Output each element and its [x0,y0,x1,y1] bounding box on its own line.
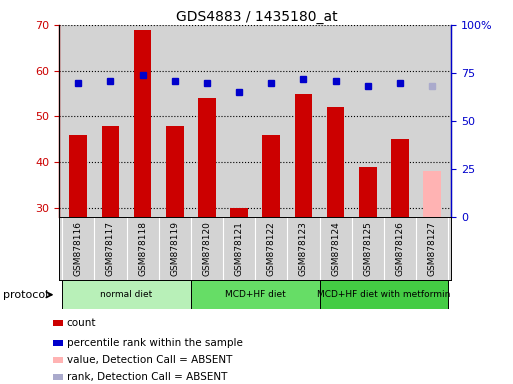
Text: normal diet: normal diet [101,290,153,299]
Text: GDS4883 / 1435180_at: GDS4883 / 1435180_at [175,10,338,23]
Text: MCD+HF diet: MCD+HF diet [225,290,286,299]
Text: GSM878116: GSM878116 [74,221,83,276]
Text: GSM878120: GSM878120 [203,221,211,276]
Text: value, Detection Call = ABSENT: value, Detection Call = ABSENT [67,355,232,365]
Bar [102,126,120,217]
Text: GSM878117: GSM878117 [106,221,115,276]
Text: count: count [67,318,96,328]
Text: GSM878122: GSM878122 [267,221,276,276]
Bar [53,320,63,326]
Bar [359,167,377,217]
Bar [263,135,280,217]
Bar [62,280,191,309]
Bar [320,280,448,309]
Text: GSM878127: GSM878127 [428,221,437,276]
Bar [391,139,409,217]
Text: MCD+HF diet with metformin: MCD+HF diet with metformin [317,290,450,299]
Bar [191,280,320,309]
Text: GSM878124: GSM878124 [331,221,340,276]
Bar [230,208,248,217]
Text: GSM878123: GSM878123 [299,221,308,276]
Text: GSM878118: GSM878118 [138,221,147,276]
Bar [423,171,441,217]
Text: GSM878119: GSM878119 [170,221,180,276]
Bar [53,374,63,380]
Text: GSM878121: GSM878121 [234,221,244,276]
Text: protocol: protocol [3,290,48,300]
Text: GSM878126: GSM878126 [396,221,404,276]
Bar [198,98,216,217]
Bar [53,340,63,346]
Bar [53,357,63,363]
Text: GSM878125: GSM878125 [363,221,372,276]
Bar [166,126,184,217]
Bar [327,107,345,217]
Text: percentile rank within the sample: percentile rank within the sample [67,338,243,348]
Text: rank, Detection Call = ABSENT: rank, Detection Call = ABSENT [67,372,227,382]
Bar [134,30,151,217]
Bar [69,135,87,217]
Bar [294,94,312,217]
